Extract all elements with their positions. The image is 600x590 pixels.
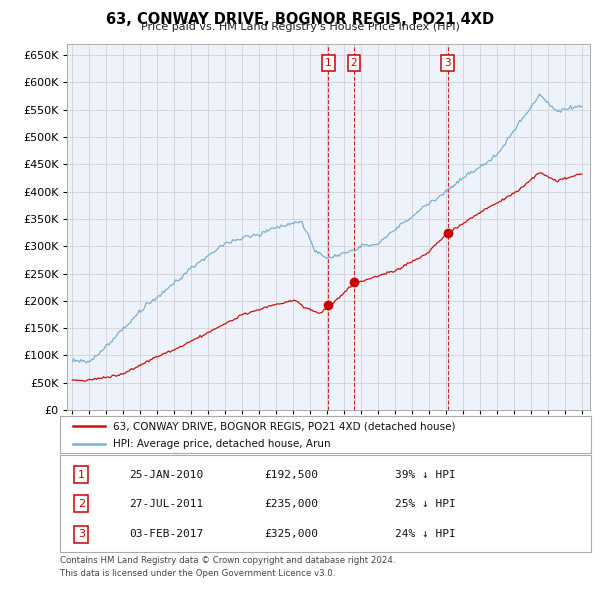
Text: 63, CONWAY DRIVE, BOGNOR REGIS, PO21 4XD: 63, CONWAY DRIVE, BOGNOR REGIS, PO21 4XD [106, 12, 494, 27]
Text: Contains HM Land Registry data © Crown copyright and database right 2024.: Contains HM Land Registry data © Crown c… [60, 556, 395, 565]
Text: 03-FEB-2017: 03-FEB-2017 [129, 529, 203, 539]
Text: 1: 1 [78, 470, 85, 480]
Text: This data is licensed under the Open Government Licence v3.0.: This data is licensed under the Open Gov… [60, 569, 335, 578]
Text: 2: 2 [77, 499, 85, 509]
Text: HPI: Average price, detached house, Arun: HPI: Average price, detached house, Arun [113, 439, 331, 449]
Text: £192,500: £192,500 [265, 470, 319, 480]
Text: £325,000: £325,000 [265, 529, 319, 539]
Text: 39% ↓ HPI: 39% ↓ HPI [395, 470, 455, 480]
Text: 63, CONWAY DRIVE, BOGNOR REGIS, PO21 4XD (detached house): 63, CONWAY DRIVE, BOGNOR REGIS, PO21 4XD… [113, 421, 455, 431]
Text: 3: 3 [444, 58, 451, 68]
Text: 27-JUL-2011: 27-JUL-2011 [129, 499, 203, 509]
Text: 1: 1 [325, 58, 332, 68]
Text: 24% ↓ HPI: 24% ↓ HPI [395, 529, 455, 539]
Text: Price paid vs. HM Land Registry's House Price Index (HPI): Price paid vs. HM Land Registry's House … [140, 22, 460, 32]
Text: 2: 2 [350, 58, 357, 68]
Text: 25-JAN-2010: 25-JAN-2010 [129, 470, 203, 480]
Text: 3: 3 [78, 529, 85, 539]
Text: £235,000: £235,000 [265, 499, 319, 509]
Text: 25% ↓ HPI: 25% ↓ HPI [395, 499, 455, 509]
